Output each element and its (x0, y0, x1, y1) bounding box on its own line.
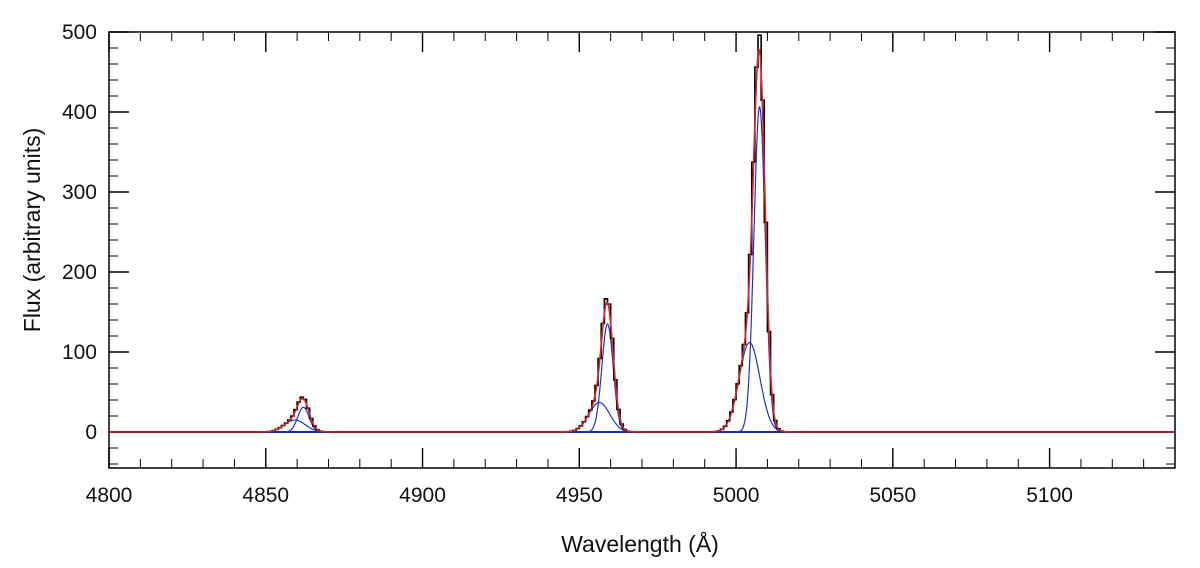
x-tick-label: 5100 (1026, 484, 1073, 507)
component-curve (109, 401, 1175, 433)
x-tick-label: 4950 (556, 484, 603, 507)
component-curve (109, 419, 1175, 433)
component-curve (109, 406, 1175, 433)
component-curve (109, 341, 1175, 433)
plot-frame (108, 31, 1176, 469)
y-tick-label: 500 (62, 21, 97, 44)
model-fit-line (109, 47, 1175, 433)
x-tick-labels: 4800 4850 4900 4950 5000 5050 5100 (86, 484, 1073, 507)
component-curves (109, 106, 1175, 433)
y-tick-label: 300 (62, 181, 97, 204)
major-ticks (108, 31, 1175, 468)
y-tick-label: 0 (85, 421, 97, 444)
component-curve (109, 106, 1175, 433)
y-tick-label: 100 (62, 341, 97, 364)
x-tick-label: 4800 (86, 484, 133, 507)
x-tick-label: 4850 (242, 484, 289, 507)
y-tick-labels: 0 100 200 300 400 500 (62, 21, 97, 444)
y-tick-label: 400 (62, 101, 97, 124)
observed-spectrum-line (109, 34, 1175, 433)
x-tick-label: 5000 (713, 484, 760, 507)
minor-ticks (108, 31, 1176, 468)
y-tick-label: 200 (62, 261, 97, 284)
y-axis-label: Flux (arbitrary units) (19, 128, 45, 332)
x-tick-label: 5050 (869, 484, 916, 507)
x-tick-label: 4900 (399, 484, 446, 507)
x-axis-label: Wavelength (Å) (561, 530, 719, 557)
component-curve (109, 323, 1175, 433)
